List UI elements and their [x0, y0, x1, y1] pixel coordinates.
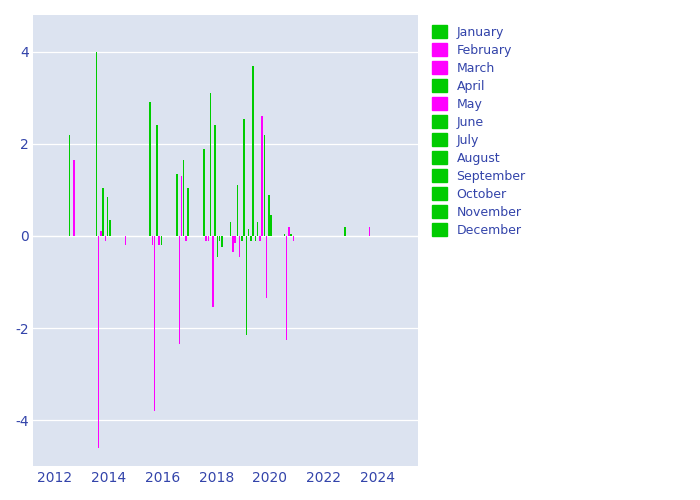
Bar	[261, 116, 262, 236]
Bar	[74, 160, 75, 236]
Bar	[241, 236, 243, 240]
Bar	[178, 236, 180, 344]
Bar	[253, 66, 254, 236]
Bar	[149, 102, 151, 236]
Bar	[15, 194, 17, 236]
Bar	[268, 194, 270, 236]
Bar	[210, 94, 211, 236]
Bar	[250, 236, 251, 240]
Bar	[69, 134, 70, 236]
Bar	[20, 236, 21, 243]
Bar	[208, 236, 209, 240]
Bar	[239, 236, 240, 256]
Bar	[160, 236, 162, 245]
Bar	[104, 236, 106, 240]
Bar	[230, 222, 232, 236]
Bar	[205, 236, 207, 240]
Bar	[257, 222, 258, 236]
Bar	[203, 148, 204, 236]
Bar	[152, 236, 153, 245]
Bar	[216, 236, 218, 256]
Bar	[183, 160, 185, 236]
Bar	[188, 188, 189, 236]
Bar	[288, 227, 290, 236]
Bar	[264, 134, 265, 236]
Bar	[109, 220, 111, 236]
Bar	[212, 236, 214, 308]
Bar	[255, 236, 256, 240]
Bar	[18, 236, 19, 243]
Bar	[214, 126, 216, 236]
Bar	[176, 174, 178, 236]
Bar	[158, 236, 160, 245]
Bar	[186, 236, 187, 240]
Bar	[344, 227, 346, 236]
Bar	[284, 234, 285, 236]
Bar	[100, 232, 102, 236]
Bar	[270, 216, 272, 236]
Bar	[232, 236, 234, 252]
Bar	[96, 52, 97, 236]
Bar	[107, 197, 108, 236]
Bar	[154, 236, 155, 411]
Bar	[219, 236, 220, 240]
Bar	[98, 236, 99, 448]
Bar	[234, 236, 236, 243]
Bar	[156, 126, 158, 236]
Bar	[102, 188, 104, 236]
Bar	[290, 234, 292, 236]
Bar	[237, 186, 238, 236]
Bar	[286, 236, 288, 340]
Bar	[259, 236, 260, 240]
Bar	[246, 236, 247, 335]
Bar	[181, 176, 182, 236]
Legend: January, February, March, April, May, June, July, August, September, October, No: January, February, March, April, May, Ju…	[428, 21, 529, 240]
Bar	[248, 229, 249, 236]
Bar	[369, 227, 370, 236]
Bar	[221, 236, 223, 248]
Bar	[266, 236, 267, 298]
Bar	[244, 118, 245, 236]
Bar	[125, 236, 126, 245]
Bar	[293, 236, 294, 240]
